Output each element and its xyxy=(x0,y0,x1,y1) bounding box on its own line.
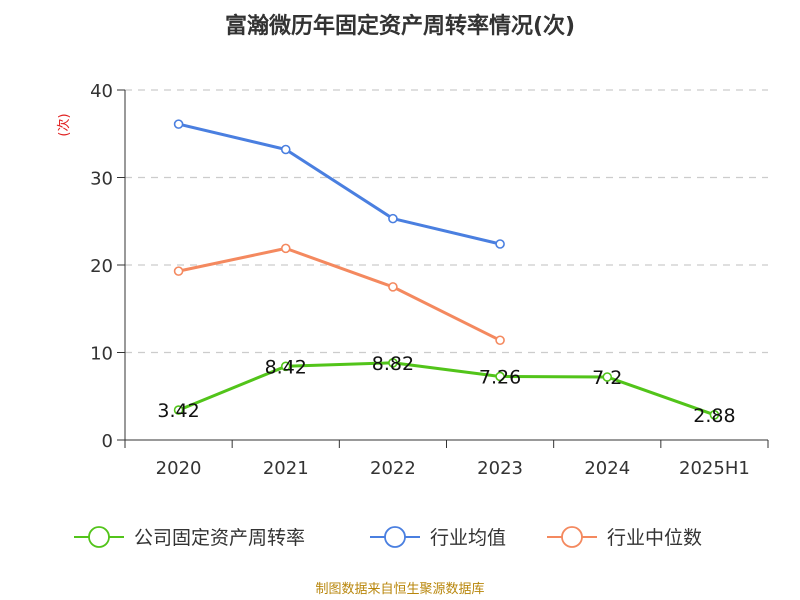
x-tick-label: 2024 xyxy=(584,458,630,479)
x-tick-label: 2025H1 xyxy=(679,458,750,479)
data-point xyxy=(388,358,398,368)
data-point xyxy=(388,282,398,292)
legend-label: 公司固定资产周转率 xyxy=(134,527,305,549)
legend-marker xyxy=(561,526,583,548)
data-point xyxy=(280,144,291,155)
legend-label: 行业中位数 xyxy=(607,527,702,549)
y-tick-label: 10 xyxy=(90,344,113,365)
y-tick-label: 0 xyxy=(102,431,113,452)
series-layer xyxy=(173,119,720,420)
series-line-1 xyxy=(178,122,501,246)
data-label: 8.42 xyxy=(265,356,307,378)
x-tick-label: 2022 xyxy=(370,458,416,479)
x-tick-label: 2020 xyxy=(156,458,202,479)
source-note: 制图数据来自恒生聚源数据库 xyxy=(315,582,485,597)
x-tick-label: 2023 xyxy=(477,458,523,479)
data-point xyxy=(388,213,398,224)
legend-label: 行业均值 xyxy=(430,527,506,549)
label-layer: 3.42 8.42 8.82 7.26 7.2 2.88 xyxy=(157,353,735,427)
data-label: 7.2 xyxy=(592,367,622,389)
axis-layer: 0 10 20 30 40 2020 2021 2022 2023 2024 2025H1 (次) xyxy=(56,81,769,479)
series-line-0 xyxy=(178,361,715,417)
y-tick-label: 30 xyxy=(90,169,113,190)
data-label: 8.82 xyxy=(372,353,414,375)
data-point xyxy=(709,409,720,420)
data-point xyxy=(173,119,184,129)
data-point xyxy=(602,372,613,382)
data-label: 2.88 xyxy=(693,405,735,427)
data-point xyxy=(280,243,291,254)
legend-marker xyxy=(384,526,406,548)
legend-layer: 公司固定资产周转率 行业均值 行业中位数 xyxy=(74,526,702,549)
data-point xyxy=(173,405,184,415)
data-label: 3.42 xyxy=(157,400,199,422)
grid-layer xyxy=(125,89,768,354)
data-label: 7.26 xyxy=(479,366,521,388)
data-point xyxy=(173,266,184,276)
y-axis-label: (次) xyxy=(56,113,72,136)
x-tick-label: 2021 xyxy=(263,458,309,479)
data-point xyxy=(495,335,505,346)
series-line-2 xyxy=(178,246,501,342)
y-tick-label: 40 xyxy=(90,81,113,102)
legend-marker xyxy=(88,526,110,548)
y-tick-label: 20 xyxy=(90,256,113,277)
data-point xyxy=(280,361,291,372)
data-point xyxy=(495,371,505,382)
chart-title: 富瀚微历年固定资产周转率情况(次) xyxy=(224,14,576,39)
data-point xyxy=(495,239,505,249)
